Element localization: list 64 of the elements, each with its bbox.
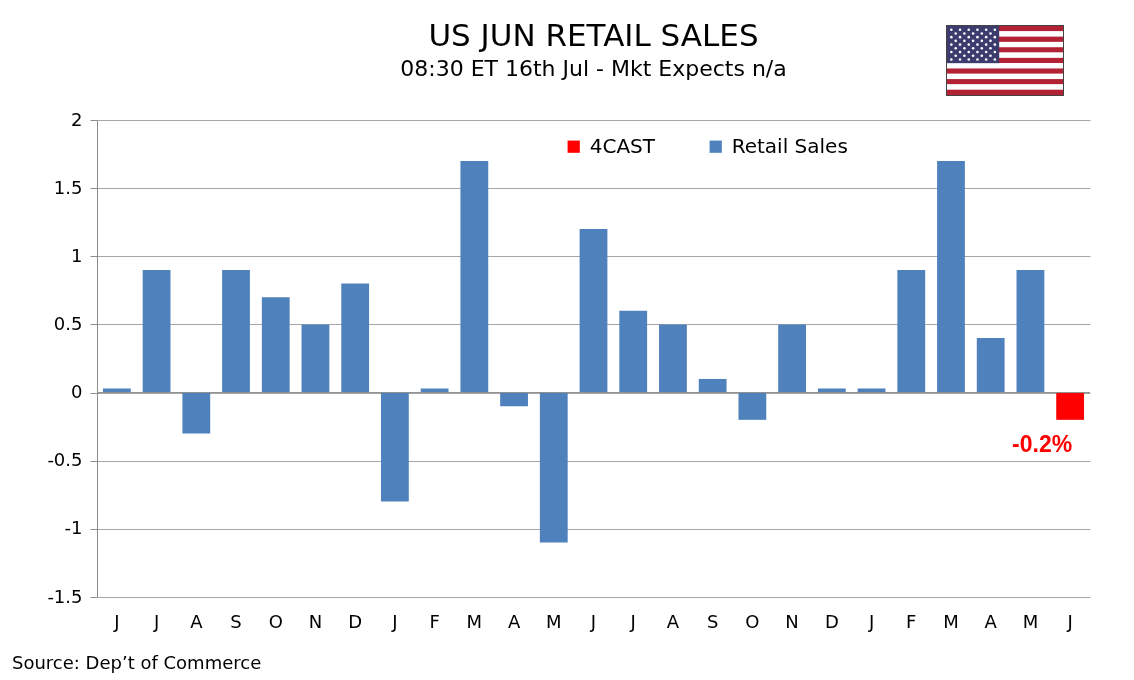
y-tick-label: -1.5 <box>47 585 83 607</box>
chart-subtitle: 08:30 ET 16th Jul - Mkt Expects n/a <box>400 56 787 81</box>
y-tick-label: -0.5 <box>47 449 83 471</box>
chart-title: US JUN RETAIL SALES <box>428 17 759 53</box>
x-tick-label: M <box>943 610 959 632</box>
bar <box>500 392 528 407</box>
x-tick-label: J <box>629 610 636 632</box>
bar <box>222 269 250 393</box>
bar <box>738 392 767 420</box>
legend-label: Retail Sales <box>731 133 848 158</box>
bar <box>102 388 131 393</box>
bar <box>182 392 211 434</box>
bar <box>976 338 1005 393</box>
x-tick-label: N <box>785 610 799 632</box>
bar <box>857 388 886 393</box>
y-tick-label: 1.5 <box>53 176 83 198</box>
x-tick-label: M <box>546 610 562 632</box>
bar <box>1056 392 1085 420</box>
x-tick-label: D <box>348 610 363 632</box>
bar <box>619 310 648 393</box>
x-tick-label: A <box>984 610 998 632</box>
y-tick-label: 2 <box>71 108 83 130</box>
x-tick-label: J <box>1066 610 1073 632</box>
y-tick-label: -1 <box>64 517 83 539</box>
x-tick-label: J <box>391 610 398 632</box>
bar <box>341 283 370 393</box>
bar <box>937 160 965 393</box>
source-note: Source: Dep’t of Commerce <box>12 652 262 673</box>
x-tick-label: O <box>745 610 760 632</box>
y-tick-label: 0 <box>71 381 83 403</box>
x-tick-label: S <box>230 610 242 632</box>
bar <box>897 269 926 393</box>
x-tick-label: J <box>113 610 120 632</box>
bar <box>420 388 449 393</box>
x-tick-label: M <box>466 610 483 632</box>
x-tick-label: F <box>906 610 917 632</box>
x-tick-label: A <box>507 610 521 632</box>
bar <box>381 392 409 502</box>
bar <box>460 160 489 393</box>
x-tick-label: A <box>666 610 680 632</box>
x-tick-label: D <box>824 610 839 632</box>
x-tick-label: N <box>308 610 323 632</box>
x-tick-label: J <box>589 610 597 632</box>
x-tick-label: M <box>1022 610 1039 632</box>
x-tick-label: J <box>867 610 875 632</box>
bar <box>659 324 687 393</box>
x-tick-label: A <box>190 610 204 632</box>
bar <box>579 229 608 393</box>
bar <box>778 324 806 393</box>
bar <box>142 269 171 393</box>
bar <box>1016 269 1045 393</box>
x-tick-label: S <box>706 610 719 632</box>
y-tick-label: 0.5 <box>53 312 83 334</box>
bar <box>539 392 568 543</box>
data-label: -0.2% <box>1012 430 1073 457</box>
bar <box>301 324 330 393</box>
x-tick-label: F <box>429 610 440 632</box>
bar <box>261 297 290 393</box>
bar <box>817 388 846 393</box>
y-tick-label: 1 <box>71 244 83 266</box>
x-tick-label: J <box>152 610 160 632</box>
legend-label: 4CAST <box>589 133 656 158</box>
x-tick-label: O <box>268 610 283 632</box>
bar <box>698 378 727 393</box>
